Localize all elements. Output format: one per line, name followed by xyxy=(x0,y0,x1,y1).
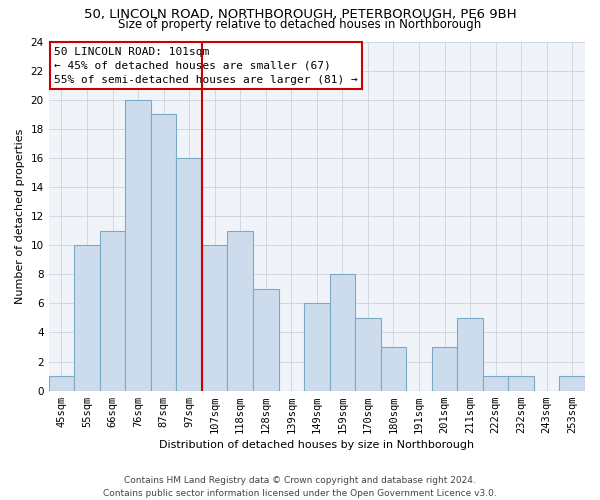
Bar xyxy=(227,230,253,390)
Bar xyxy=(432,347,457,391)
Bar xyxy=(304,304,329,390)
Bar xyxy=(100,230,125,390)
Bar xyxy=(202,245,227,390)
Text: Contains HM Land Registry data © Crown copyright and database right 2024.
Contai: Contains HM Land Registry data © Crown c… xyxy=(103,476,497,498)
Text: 50 LINCOLN ROAD: 101sqm
← 45% of detached houses are smaller (67)
55% of semi-de: 50 LINCOLN ROAD: 101sqm ← 45% of detache… xyxy=(54,46,358,84)
Bar xyxy=(125,100,151,391)
Bar xyxy=(483,376,508,390)
Bar xyxy=(457,318,483,390)
Y-axis label: Number of detached properties: Number of detached properties xyxy=(15,128,25,304)
Bar xyxy=(508,376,534,390)
Bar xyxy=(74,245,100,390)
Bar xyxy=(176,158,202,390)
Bar xyxy=(380,347,406,391)
Bar xyxy=(355,318,380,390)
Bar xyxy=(49,376,74,390)
Bar xyxy=(329,274,355,390)
X-axis label: Distribution of detached houses by size in Northborough: Distribution of detached houses by size … xyxy=(159,440,475,450)
Text: 50, LINCOLN ROAD, NORTHBOROUGH, PETERBOROUGH, PE6 9BH: 50, LINCOLN ROAD, NORTHBOROUGH, PETERBOR… xyxy=(83,8,517,21)
Bar xyxy=(151,114,176,390)
Bar xyxy=(253,289,278,390)
Text: Size of property relative to detached houses in Northborough: Size of property relative to detached ho… xyxy=(118,18,482,31)
Bar xyxy=(559,376,585,390)
